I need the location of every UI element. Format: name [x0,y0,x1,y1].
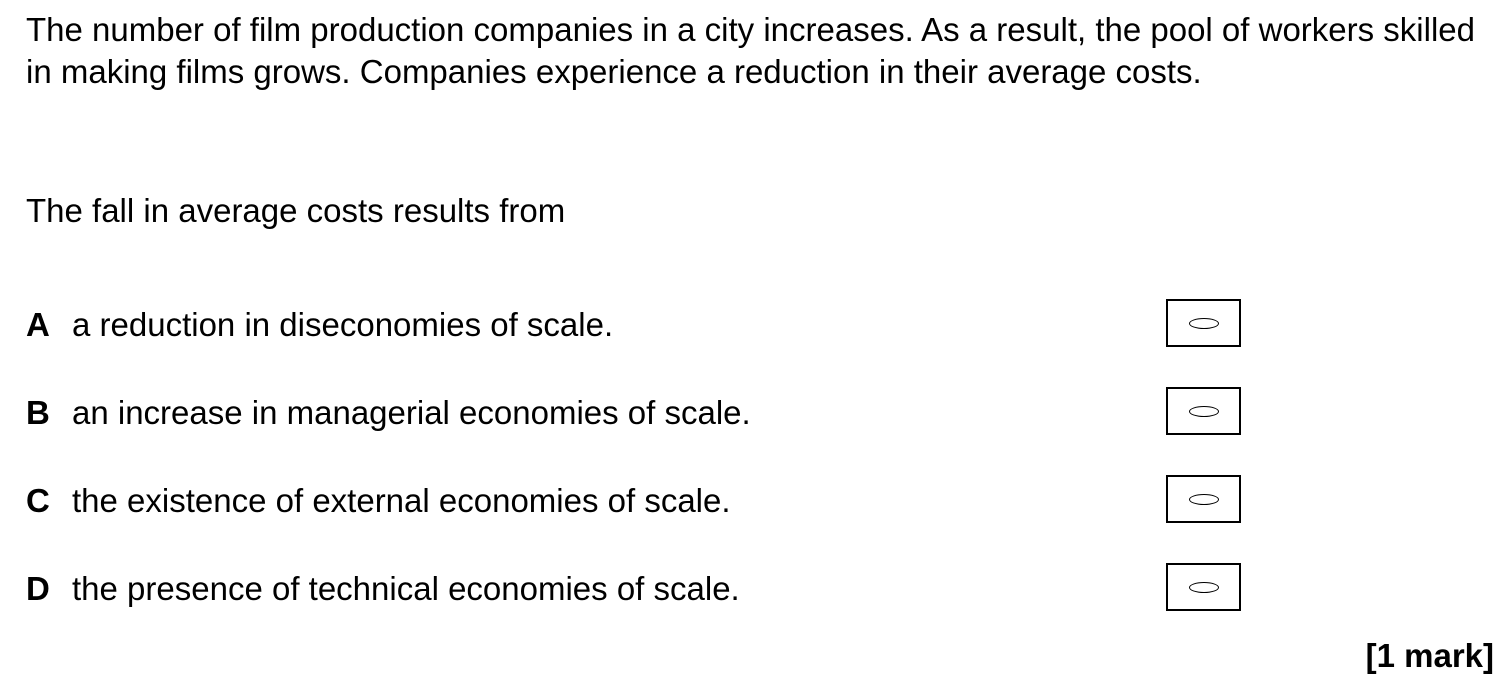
option-text: the presence of technical economies of s… [72,570,740,607]
answer-box-b[interactable] [1166,387,1241,435]
answer-box-a[interactable] [1166,299,1241,347]
option-c: C the existence of external economies of… [26,475,1256,527]
question-prompt: The fall in average costs results from [26,192,566,229]
oval-icon [1189,582,1219,593]
option-a: A a reduction in diseconomies of scale. [26,299,1256,351]
option-d: D the presence of technical economies of… [26,563,1256,615]
option-b: B an increase in managerial economies of… [26,387,1256,439]
option-text: a reduction in diseconomies of scale. [72,306,614,343]
answer-box-c[interactable] [1166,475,1241,523]
mark-allocation: [1 mark] [1365,637,1494,674]
option-letter: B [26,394,50,431]
oval-icon [1189,318,1219,329]
question-stem: The number of film production companies … [26,11,1476,90]
answer-box-d[interactable] [1166,563,1241,611]
option-letter: A [26,306,50,343]
option-text: an increase in managerial economies of s… [72,394,751,431]
oval-icon [1189,494,1219,505]
oval-icon [1189,406,1219,417]
option-letter: C [26,482,50,519]
option-letter: D [26,570,50,607]
option-text: the existence of external economies of s… [72,482,731,519]
